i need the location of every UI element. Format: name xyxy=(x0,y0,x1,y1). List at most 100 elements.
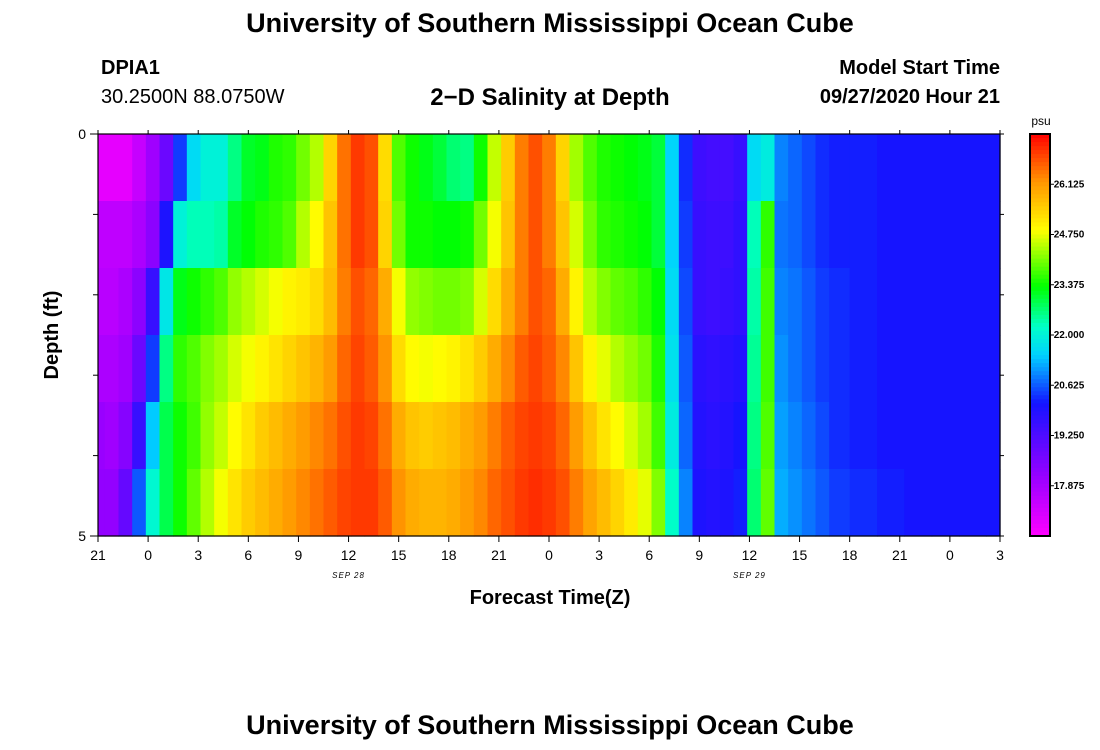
heatmap-cell xyxy=(692,469,707,537)
heatmap-cell xyxy=(255,134,270,202)
colorbar-segment xyxy=(1030,511,1050,517)
heatmap-cell xyxy=(145,268,161,336)
heatmap-cell xyxy=(501,134,516,202)
heatmap-cell xyxy=(733,469,748,537)
heatmap-cell xyxy=(446,469,461,537)
heatmap-cell xyxy=(419,335,434,403)
heatmap-cell xyxy=(931,469,960,537)
heatmap-cell xyxy=(323,268,338,336)
colorbar-segment xyxy=(1030,451,1050,457)
heatmap-cell xyxy=(309,134,325,202)
heatmap-cell xyxy=(337,268,352,336)
heatmap-cell xyxy=(829,402,851,470)
heatmap-cell xyxy=(514,335,530,403)
colorbar-segment xyxy=(1030,146,1050,151)
heatmap-cell xyxy=(555,268,571,336)
heatmap-cell xyxy=(186,335,202,403)
heatmap-cell xyxy=(296,469,311,537)
x-tick-label: 0 xyxy=(545,547,553,563)
heatmap-cell xyxy=(98,201,106,269)
heatmap-cell xyxy=(432,134,448,202)
heatmap-cell xyxy=(747,268,762,336)
colorbar-tick-label: 22.000 xyxy=(1054,330,1085,341)
colorbar-segment xyxy=(1030,270,1050,276)
heatmap-cell xyxy=(596,469,612,537)
heatmap-cell xyxy=(104,335,120,403)
heatmap-cell xyxy=(904,335,933,403)
x-tick-label: 15 xyxy=(792,547,808,563)
heatmap-cell xyxy=(104,268,120,336)
heatmap-cell xyxy=(719,201,735,269)
heatmap-cell xyxy=(255,335,270,403)
heatmap-cell xyxy=(624,134,639,202)
heatmap-cell xyxy=(227,268,243,336)
colorbar-segment xyxy=(1030,399,1050,404)
colorbar-tick-label: 24.750 xyxy=(1054,230,1085,241)
x-tick-label: 3 xyxy=(996,547,1004,563)
heatmap-cell xyxy=(774,201,789,269)
heatmap-cell xyxy=(665,268,680,336)
colorbar-segment xyxy=(1030,242,1050,248)
heatmap-cell xyxy=(555,335,571,403)
colorbar-segment xyxy=(1030,487,1050,493)
heatmap-cell xyxy=(931,134,960,202)
heatmap-cell xyxy=(255,402,270,470)
heatmap-cell xyxy=(610,402,625,470)
heatmap-cell xyxy=(815,469,830,537)
x-axis: 21 0 3 6 9 12 15 18 21 0 3 6 9 12 15 18 21 0 3 SEP 28 SEP 29 xyxy=(90,130,1004,580)
heatmap-cell xyxy=(931,201,960,269)
heatmap-cells xyxy=(12,134,1001,537)
heatmap-cell xyxy=(569,268,584,336)
colorbar-segment xyxy=(1030,194,1050,199)
heatmap-cell xyxy=(747,335,762,403)
heatmap-cell xyxy=(904,469,933,537)
colorbar-segment xyxy=(1030,310,1050,316)
x-tick-label: 0 xyxy=(946,547,954,563)
colorbar-segment xyxy=(1030,182,1050,187)
heatmap-cell xyxy=(760,469,776,537)
x-tick-label: 21 xyxy=(90,547,106,563)
heatmap-cell xyxy=(487,201,502,269)
heatmap-cell xyxy=(986,134,1001,202)
heatmap-cell xyxy=(569,201,584,269)
colorbar-segment xyxy=(1030,411,1050,416)
colorbar-segment xyxy=(1030,443,1050,449)
heatmap-cell xyxy=(378,335,393,403)
heatmap-cell xyxy=(118,469,133,537)
heatmap-cell xyxy=(528,402,543,470)
model-start-label: Model Start Time xyxy=(839,57,1000,79)
heatmap-cell xyxy=(829,134,851,202)
colorbar-segment xyxy=(1030,491,1050,497)
heatmap-cell xyxy=(282,134,297,202)
colorbar-segment xyxy=(1030,170,1050,175)
heatmap-cell xyxy=(173,402,188,470)
heatmap-cell xyxy=(986,402,1001,470)
heatmap-cell xyxy=(391,469,407,537)
station-id: DPIA1 xyxy=(101,57,160,79)
heatmap-cell xyxy=(104,134,120,202)
heatmap-cell xyxy=(391,402,407,470)
colorbar-segment xyxy=(1030,431,1050,437)
heatmap-cell xyxy=(268,268,284,336)
colorbar-segment xyxy=(1030,134,1050,139)
heatmap-cell xyxy=(214,268,229,336)
heatmap-cell xyxy=(678,201,694,269)
heatmap-cell xyxy=(405,335,420,403)
heatmap-cell xyxy=(760,402,776,470)
missing-data-cell xyxy=(12,469,20,536)
heatmap-cell xyxy=(514,469,530,537)
heatmap-cell xyxy=(378,402,393,470)
heatmap-cell xyxy=(719,402,735,470)
heatmap-cell xyxy=(296,201,311,269)
heatmap-cell xyxy=(610,469,625,537)
heatmap-cell xyxy=(760,335,776,403)
heatmap-cell xyxy=(624,335,639,403)
colorbar-segment xyxy=(1030,250,1050,256)
heatmap-cell xyxy=(651,402,666,470)
heatmap-cell xyxy=(364,469,379,537)
heatmap-cell xyxy=(309,268,325,336)
colorbar-segment xyxy=(1030,391,1050,396)
heatmap-cell xyxy=(487,402,502,470)
heatmap-cell xyxy=(337,335,352,403)
heatmap-cell xyxy=(487,469,502,537)
